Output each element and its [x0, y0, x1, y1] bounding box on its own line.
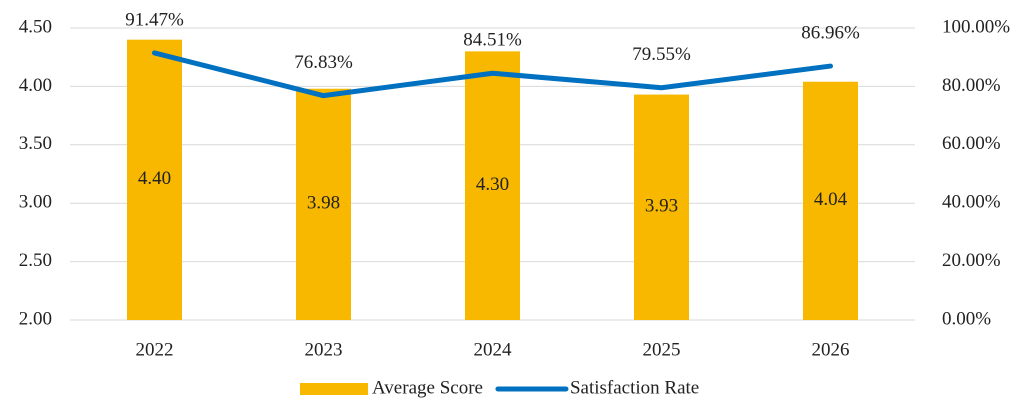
data-label: 84.51%: [463, 30, 522, 51]
x-tick-label: 2024: [474, 339, 513, 360]
data-label: 3.98: [307, 193, 340, 214]
data-label: 4.40: [138, 168, 171, 189]
y-tick-label: 3.00: [19, 192, 52, 213]
x-tick-label: 2026: [812, 339, 850, 360]
bar: [127, 39, 182, 321]
y2-tick-label: 60.00%: [942, 133, 1001, 154]
y2-tick-label: 20.00%: [942, 250, 1001, 271]
x-tick-label: 2022: [136, 339, 174, 360]
line: [152, 50, 833, 99]
legend-label: Satisfaction Rate: [570, 377, 699, 398]
data-label: 4.30: [476, 174, 509, 195]
data-label: 91.47%: [125, 9, 184, 30]
bar: [634, 94, 689, 321]
y-tick-label: 2.00: [19, 308, 52, 329]
y-tick-label: 4.50: [19, 16, 52, 37]
bar: [465, 51, 520, 321]
y2-tick-label: 100.00%: [942, 16, 1010, 37]
x-tick-label: 2025: [643, 339, 681, 360]
y2-tick-label: 40.00%: [942, 192, 1001, 213]
x-tick-label: 2023: [305, 339, 343, 360]
bar: [803, 81, 858, 320]
y2-tick-label: 0.00%: [942, 308, 991, 329]
legend-swatch: [300, 383, 368, 395]
legend-label: Average Score: [372, 377, 483, 398]
y-tick-label: 3.50: [19, 133, 52, 154]
data-label: 76.83%: [294, 52, 353, 73]
bar: [296, 88, 351, 321]
data-label: 86.96%: [801, 22, 860, 43]
data-label: 3.93: [645, 196, 678, 217]
data-label: 79.55%: [632, 44, 691, 65]
data-label: 4.04: [814, 189, 848, 210]
y-tick-label: 2.50: [19, 250, 52, 271]
y-tick-label: 4.00: [19, 75, 52, 96]
y2-tick-label: 80.00%: [942, 75, 1001, 96]
